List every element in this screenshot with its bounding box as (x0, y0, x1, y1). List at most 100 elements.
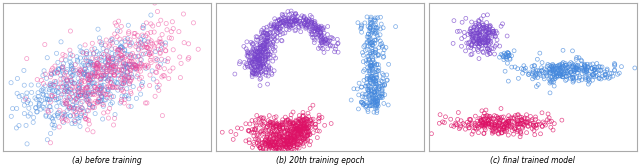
Point (254, 51, 264, 53)
Point (323, 39, 333, 42)
Point (263, 58, 273, 60)
Point (258, 63, 268, 66)
Point (145, 59, 156, 62)
Point (146, 55, 156, 58)
Point (371, 48, 381, 51)
Point (569, 78, 579, 81)
Point (102, 88, 113, 91)
Point (507, 129, 517, 132)
Point (76, 69, 86, 72)
Point (315, 45, 325, 47)
Point (515, 115, 525, 118)
Point (75, 80, 85, 83)
Point (250, 66, 260, 69)
Point (40, 108, 51, 110)
Point (292, 19, 302, 22)
Point (499, 125, 509, 128)
Point (62, 79, 72, 81)
Point (585, 63, 595, 66)
Point (279, 122, 289, 125)
Point (484, 48, 494, 51)
Point (251, 38, 261, 41)
Point (174, 30, 184, 33)
Point (472, 29, 482, 32)
Point (73, 95, 83, 98)
Point (630, 67, 640, 69)
Point (256, 45, 266, 48)
Point (362, 105, 372, 108)
Point (276, 20, 287, 23)
Point (438, 120, 448, 123)
Point (61, 85, 72, 88)
Point (305, 144, 315, 146)
Point (273, 31, 283, 34)
Point (496, 118, 506, 121)
Point (463, 42, 474, 45)
Point (250, 72, 260, 75)
Point (382, 79, 392, 81)
Point (107, 42, 117, 44)
Point (67, 106, 77, 109)
Point (48, 120, 58, 123)
Point (47, 94, 57, 97)
Point (136, 47, 147, 49)
Point (45, 141, 56, 144)
Point (257, 34, 268, 36)
Point (266, 131, 276, 134)
Point (56, 78, 66, 80)
Point (96, 66, 106, 69)
Point (64, 107, 74, 110)
Point (302, 123, 312, 125)
Point (290, 139, 300, 142)
Point (115, 46, 125, 49)
Point (125, 66, 135, 68)
Point (313, 28, 323, 31)
Point (546, 126, 556, 129)
Point (93, 28, 103, 31)
Point (108, 124, 118, 126)
Point (604, 77, 614, 80)
Point (289, 19, 300, 22)
Point (253, 56, 263, 59)
Point (285, 121, 296, 124)
Point (499, 126, 509, 129)
Point (588, 73, 598, 76)
Point (474, 40, 484, 43)
Point (301, 23, 312, 26)
Point (102, 72, 112, 75)
Point (252, 134, 262, 136)
Point (68, 69, 79, 72)
Point (367, 22, 377, 24)
Point (134, 65, 145, 68)
Point (289, 132, 299, 134)
Point (31, 106, 41, 109)
Point (463, 33, 473, 36)
Point (271, 122, 282, 125)
Point (258, 151, 268, 153)
Point (241, 47, 252, 50)
Point (290, 135, 300, 138)
Point (490, 126, 500, 128)
Point (465, 28, 476, 30)
Point (116, 45, 127, 48)
Point (286, 18, 296, 21)
Point (371, 105, 381, 108)
Point (269, 25, 280, 28)
Point (95, 93, 106, 95)
Point (376, 79, 386, 82)
Point (47, 67, 58, 70)
Point (282, 23, 292, 26)
Point (286, 149, 296, 152)
Point (498, 55, 508, 58)
Point (80, 92, 90, 94)
Point (477, 122, 487, 124)
Point (303, 133, 314, 135)
Point (268, 48, 278, 50)
Point (326, 36, 337, 39)
Point (481, 34, 491, 37)
Point (111, 86, 122, 89)
Point (64, 96, 74, 99)
Point (292, 137, 302, 140)
Point (524, 72, 534, 74)
Point (364, 84, 374, 87)
